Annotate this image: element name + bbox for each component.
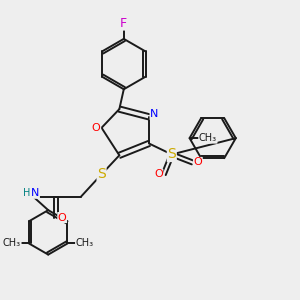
Text: CH₃: CH₃ [199, 133, 217, 143]
Text: O: O [92, 123, 100, 133]
Text: O: O [58, 213, 67, 223]
Text: S: S [97, 167, 106, 181]
Text: N: N [31, 188, 39, 198]
Text: F: F [120, 17, 127, 30]
Text: O: O [154, 169, 163, 179]
Text: CH₃: CH₃ [76, 238, 94, 248]
Text: CH₃: CH₃ [3, 238, 21, 248]
Text: H: H [23, 188, 31, 198]
Text: S: S [167, 147, 176, 161]
Text: N: N [150, 110, 158, 119]
Text: O: O [194, 158, 202, 167]
